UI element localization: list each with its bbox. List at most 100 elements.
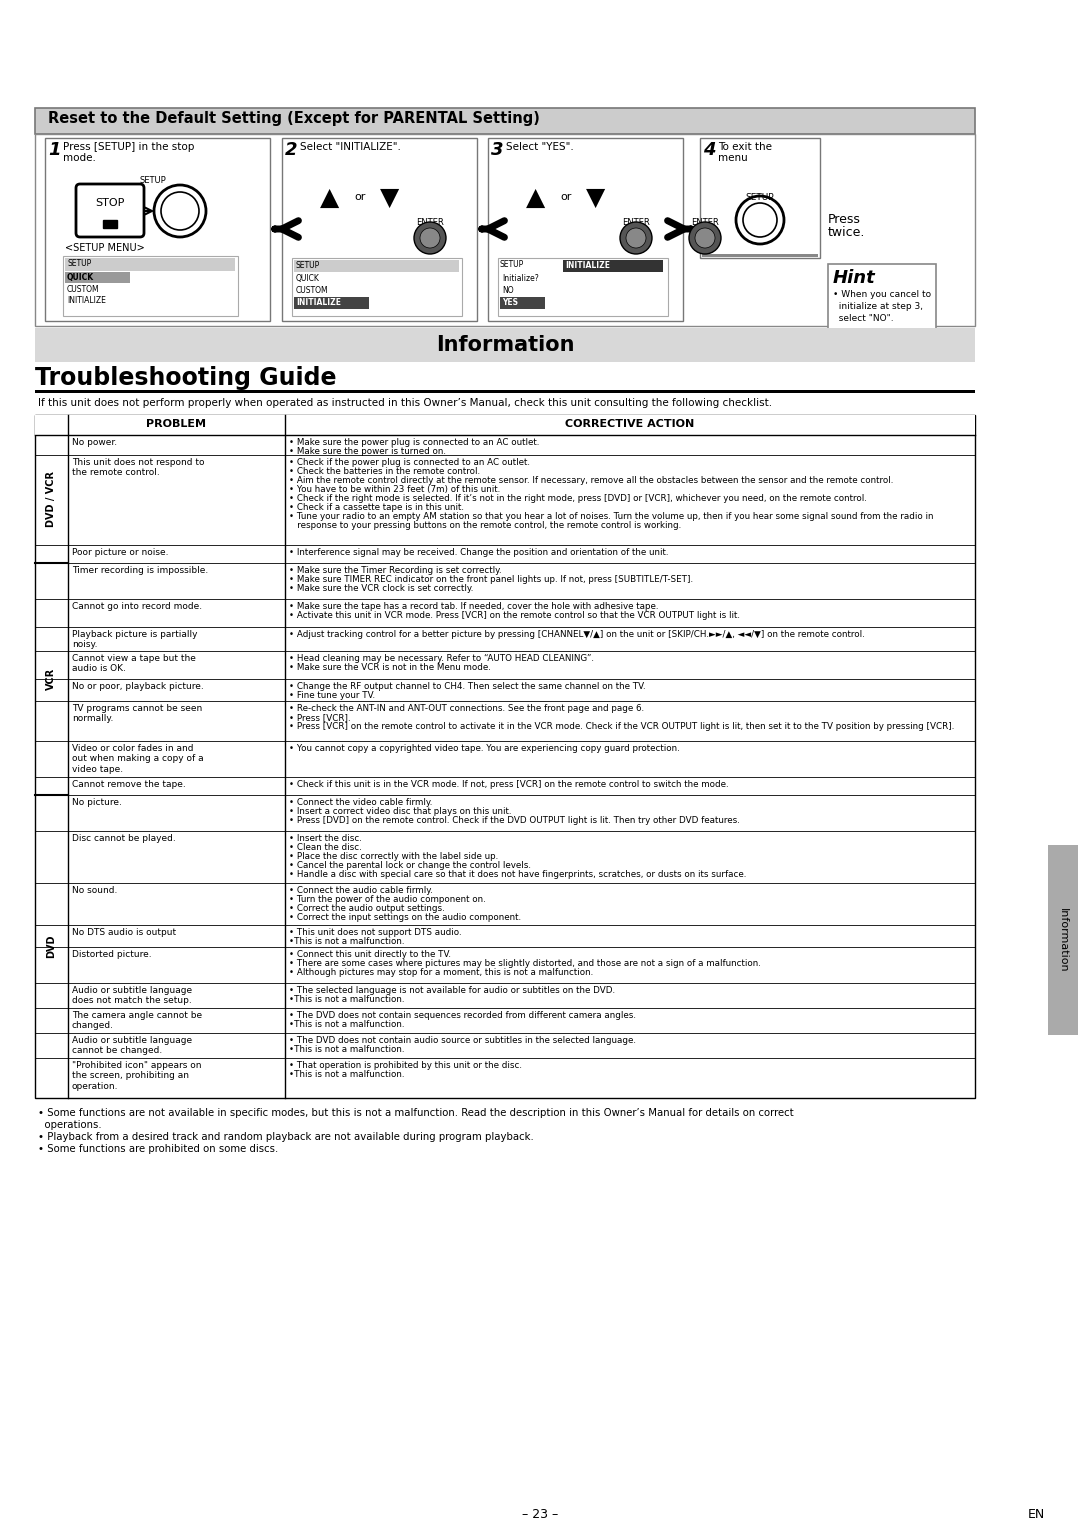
Text: ENTER: ENTER	[691, 218, 719, 228]
Text: •This is not a malfunction.: •This is not a malfunction.	[289, 1044, 405, 1054]
Bar	[103, 220, 117, 228]
Text: • Some functions are prohibited on some discs.: • Some functions are prohibited on some …	[38, 1144, 279, 1154]
Text: Audio or subtitle language
cannot be changed.: Audio or subtitle language cannot be cha…	[72, 1035, 192, 1055]
Text: mode.: mode.	[63, 153, 96, 163]
Text: menu: menu	[718, 153, 747, 163]
Text: • Make sure the power plug is connected to an AC outlet.: • Make sure the power plug is connected …	[289, 438, 539, 447]
Text: •This is not a malfunction.: •This is not a malfunction.	[289, 1020, 405, 1029]
Text: ▼: ▼	[380, 186, 400, 211]
Text: 1: 1	[48, 140, 60, 159]
Text: NO: NO	[502, 286, 514, 295]
Text: • Press [VCR] on the remote control to activate it in the VCR mode. Check if the: • Press [VCR] on the remote control to a…	[289, 722, 955, 731]
Text: ▼: ▼	[586, 186, 606, 211]
Text: or: or	[561, 192, 571, 202]
Text: Playback picture is partially
noisy.: Playback picture is partially noisy.	[72, 631, 198, 649]
Text: Timer recording is impossible.: Timer recording is impossible.	[72, 567, 208, 576]
Text: • Cancel the parental lock or change the control levels.: • Cancel the parental lock or change the…	[289, 861, 531, 870]
Text: Information: Information	[1058, 907, 1068, 973]
Text: • Check if the power plug is connected to an AC outlet.: • Check if the power plug is connected t…	[289, 458, 530, 467]
Text: Poor picture or noise.: Poor picture or noise.	[72, 548, 168, 557]
Bar	[500, 296, 545, 308]
Text: This unit does not respond to
the remote control.: This unit does not respond to the remote…	[72, 458, 204, 478]
Bar	[702, 253, 818, 257]
Text: • Check the batteries in the remote control.: • Check the batteries in the remote cont…	[289, 467, 481, 476]
Text: Disc cannot be played.: Disc cannot be played.	[72, 834, 176, 843]
Bar	[35, 328, 975, 362]
Text: To exit the: To exit the	[718, 142, 772, 153]
Text: Audio or subtitle language
does not match the setup.: Audio or subtitle language does not matc…	[72, 986, 192, 1005]
Text: 3: 3	[491, 140, 503, 159]
Text: • The selected language is not available for audio or subtitles on the DVD.: • The selected language is not available…	[289, 986, 616, 996]
Bar	[35, 134, 975, 325]
Text: • Make sure TIMER REC indicator on the front panel lights up. If not, press [SUB: • Make sure TIMER REC indicator on the f…	[289, 576, 693, 583]
Text: ▲: ▲	[321, 186, 339, 211]
Text: • Some functions are not available in specific modes, but this is not a malfunct: • Some functions are not available in sp…	[38, 1109, 794, 1118]
Text: • You cannot copy a copyrighted video tape. You are experiencing copy guard prot: • You cannot copy a copyrighted video ta…	[289, 744, 679, 753]
Text: • Interference signal may be received. Change the position and orientation of th: • Interference signal may be received. C…	[289, 548, 669, 557]
Text: select "NO".: select "NO".	[833, 315, 893, 324]
Text: • There are some cases where pictures may be slightly distorted, and those are n: • There are some cases where pictures ma…	[289, 959, 761, 968]
Text: Select "YES".: Select "YES".	[507, 142, 573, 153]
Text: DVD / VCR: DVD / VCR	[46, 470, 56, 527]
Text: initialize at step 3,: initialize at step 3,	[833, 302, 923, 312]
Text: Press: Press	[828, 212, 861, 226]
Text: Select "INITIALIZE".: Select "INITIALIZE".	[300, 142, 401, 153]
Bar	[63, 257, 238, 316]
Text: • Head cleaning may be necessary. Refer to “AUTO HEAD CLEANING”.: • Head cleaning may be necessary. Refer …	[289, 654, 594, 663]
Text: operations.: operations.	[38, 1119, 102, 1130]
Bar	[1048, 844, 1078, 1035]
Circle shape	[689, 221, 721, 253]
Text: Information: Information	[435, 334, 575, 354]
Text: Cannot view a tape but the
audio is OK.: Cannot view a tape but the audio is OK.	[72, 654, 195, 673]
Text: 2: 2	[285, 140, 297, 159]
Text: Reset to the Default Setting (Except for PARENTAL Setting): Reset to the Default Setting (Except for…	[48, 111, 540, 127]
Text: • Check if a cassette tape is in this unit.: • Check if a cassette tape is in this un…	[289, 502, 464, 512]
Text: • Fine tune your TV.: • Fine tune your TV.	[289, 692, 375, 699]
Bar	[0, 0, 1080, 108]
Text: • Handle a disc with special care so that it does not have fingerprints, scratch: • Handle a disc with special care so tha…	[289, 870, 746, 880]
Text: No DTS audio is output: No DTS audio is output	[72, 928, 176, 938]
Text: • Check if this unit is in the VCR mode. If not, press [VCR] on the remote contr: • Check if this unit is in the VCR mode.…	[289, 780, 729, 789]
Text: YES: YES	[502, 298, 518, 307]
Text: • When you cancel to: • When you cancel to	[833, 290, 931, 299]
Text: Cannot go into record mode.: Cannot go into record mode.	[72, 602, 202, 611]
Bar	[294, 296, 369, 308]
Text: • Check if the right mode is selected. If it’s not in the right mode, press [DVD: • Check if the right mode is selected. I…	[289, 495, 867, 502]
Text: – 23 –: – 23 –	[522, 1509, 558, 1521]
Text: Cannot remove the tape.: Cannot remove the tape.	[72, 780, 186, 789]
Text: • Press [VCR].: • Press [VCR].	[289, 713, 351, 722]
Text: • Turn the power of the audio component on.: • Turn the power of the audio component …	[289, 895, 486, 904]
Circle shape	[626, 228, 646, 247]
Text: SETUP: SETUP	[139, 176, 166, 185]
Bar	[292, 258, 462, 316]
Text: • Make sure the tape has a record tab. If needed, cover the hole with adhesive t: • Make sure the tape has a record tab. I…	[289, 602, 659, 611]
Text: QUICK: QUICK	[67, 273, 94, 282]
Text: •This is not a malfunction.: •This is not a malfunction.	[289, 1070, 405, 1080]
Text: • Clean the disc.: • Clean the disc.	[289, 843, 362, 852]
Circle shape	[420, 228, 440, 247]
Text: CORRECTIVE ACTION: CORRECTIVE ACTION	[565, 418, 694, 429]
Text: • Activate this unit in VCR mode. Press [VCR] on the remote control so that the : • Activate this unit in VCR mode. Press …	[289, 611, 740, 620]
Bar	[35, 415, 975, 435]
Bar	[828, 264, 936, 353]
Text: STOP: STOP	[95, 199, 124, 208]
Text: twice.: twice.	[828, 226, 865, 240]
Text: INITIALIZE: INITIALIZE	[296, 298, 341, 307]
Bar	[35, 389, 975, 392]
Text: <SETUP MENU>: <SETUP MENU>	[65, 243, 145, 253]
Text: CUSTOM: CUSTOM	[67, 286, 99, 295]
Circle shape	[620, 221, 652, 253]
Text: DVD: DVD	[46, 935, 56, 959]
Text: The camera angle cannot be
changed.: The camera angle cannot be changed.	[72, 1011, 202, 1031]
Text: • You have to be within 23 feet (7m) of this unit.: • You have to be within 23 feet (7m) of …	[289, 486, 500, 495]
Text: ▲: ▲	[526, 186, 545, 211]
Circle shape	[414, 221, 446, 253]
Text: • Insert a correct video disc that plays on this unit.: • Insert a correct video disc that plays…	[289, 806, 512, 815]
Bar	[282, 137, 477, 321]
Text: Press [SETUP] in the stop: Press [SETUP] in the stop	[63, 142, 194, 153]
Text: • Playback from a desired track and random playback are not available during pro: • Playback from a desired track and rand…	[38, 1132, 534, 1142]
Bar	[65, 258, 235, 270]
Text: •This is not a malfunction.: •This is not a malfunction.	[289, 996, 405, 1003]
Bar	[65, 272, 130, 282]
Text: • Connect the audio cable firmly.: • Connect the audio cable firmly.	[289, 886, 433, 895]
